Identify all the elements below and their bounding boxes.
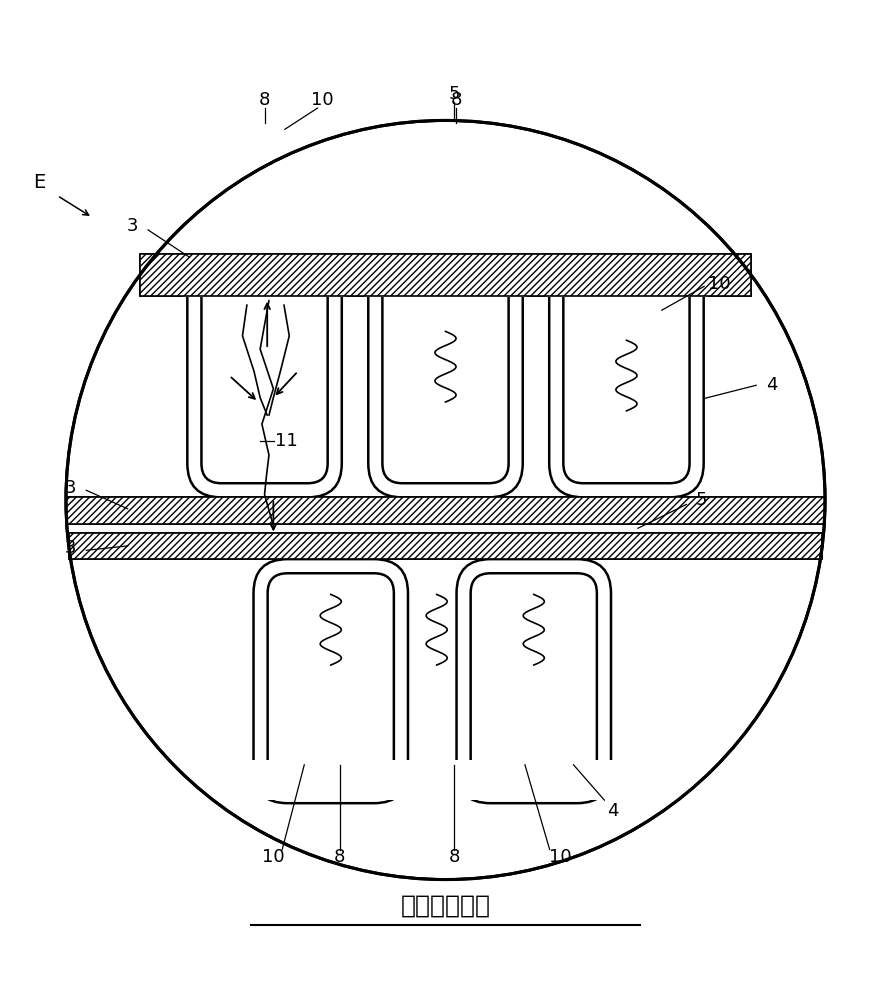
Text: 现有技术状态: 现有技术状态 (400, 894, 491, 918)
Bar (66, 497, 825, 524)
Bar (140, 254, 751, 296)
Bar (69, 533, 822, 559)
FancyBboxPatch shape (456, 559, 611, 803)
Text: 10: 10 (707, 275, 731, 293)
Text: 3: 3 (65, 479, 76, 497)
Text: 4: 4 (608, 802, 619, 820)
FancyBboxPatch shape (254, 559, 408, 803)
Text: 5: 5 (696, 491, 707, 509)
Text: 8: 8 (449, 848, 460, 866)
Text: 10: 10 (262, 848, 285, 866)
Bar (544, 262, 708, 297)
Bar (364, 262, 527, 297)
Bar (249, 760, 413, 800)
Text: 4: 4 (766, 376, 778, 394)
FancyBboxPatch shape (267, 573, 394, 789)
Bar (140, 254, 751, 296)
Bar (69, 533, 822, 559)
Bar (67, 524, 824, 533)
Bar (67, 524, 824, 533)
FancyBboxPatch shape (187, 258, 342, 497)
FancyBboxPatch shape (368, 258, 523, 497)
Text: 8: 8 (259, 91, 270, 109)
Text: 8: 8 (451, 91, 462, 109)
Text: 10: 10 (549, 848, 571, 866)
FancyBboxPatch shape (549, 258, 704, 497)
FancyBboxPatch shape (470, 573, 597, 789)
Bar (183, 262, 347, 297)
Bar (66, 497, 825, 524)
FancyBboxPatch shape (201, 272, 328, 483)
Text: 8: 8 (334, 848, 346, 866)
Text: E: E (33, 173, 45, 192)
Text: 3: 3 (127, 217, 138, 235)
Bar (66, 497, 825, 524)
Text: 3: 3 (65, 539, 76, 557)
Bar (140, 254, 751, 296)
Text: 11: 11 (275, 432, 298, 450)
Bar (140, 254, 751, 296)
Bar (69, 533, 822, 559)
FancyBboxPatch shape (563, 272, 690, 483)
Text: 5: 5 (448, 85, 460, 103)
Bar (66, 497, 825, 524)
Bar (69, 533, 822, 559)
Text: 10: 10 (311, 91, 333, 109)
FancyBboxPatch shape (382, 272, 509, 483)
Bar (452, 760, 616, 800)
